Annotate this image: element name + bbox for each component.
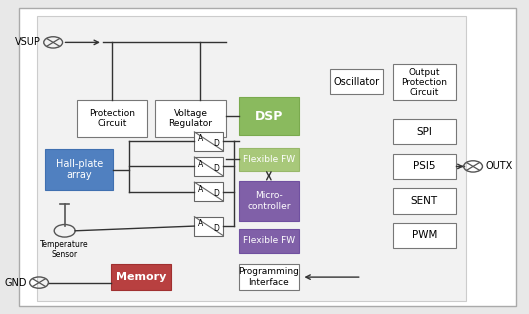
FancyBboxPatch shape	[239, 181, 299, 221]
FancyBboxPatch shape	[393, 223, 456, 248]
Text: D: D	[214, 189, 220, 198]
FancyBboxPatch shape	[194, 217, 223, 236]
FancyBboxPatch shape	[45, 149, 113, 190]
Text: D: D	[214, 164, 220, 173]
Text: SPI: SPI	[416, 127, 432, 137]
FancyBboxPatch shape	[239, 97, 299, 135]
FancyBboxPatch shape	[239, 148, 299, 171]
Text: Flexible FW: Flexible FW	[243, 155, 295, 164]
FancyBboxPatch shape	[330, 69, 382, 94]
FancyBboxPatch shape	[239, 264, 299, 290]
Text: Memory: Memory	[115, 272, 166, 282]
FancyBboxPatch shape	[77, 100, 147, 137]
Text: D: D	[214, 224, 220, 233]
FancyBboxPatch shape	[393, 188, 456, 214]
Text: Temperature
Sensor: Temperature Sensor	[40, 240, 89, 259]
FancyBboxPatch shape	[194, 132, 223, 151]
Text: Hall-plate
array: Hall-plate array	[56, 159, 103, 180]
FancyBboxPatch shape	[38, 16, 466, 301]
Text: A: A	[198, 219, 203, 228]
Text: GND: GND	[5, 278, 27, 288]
Text: PWM: PWM	[412, 230, 437, 241]
FancyBboxPatch shape	[393, 119, 456, 144]
Text: A: A	[198, 160, 203, 169]
Text: A: A	[198, 185, 203, 194]
Text: Micro-
controller: Micro- controller	[247, 191, 290, 211]
Text: OUTX: OUTX	[485, 161, 512, 171]
Text: Output
Protection
Circuit: Output Protection Circuit	[402, 68, 448, 97]
FancyBboxPatch shape	[393, 64, 456, 100]
Text: Voltage
Regulator: Voltage Regulator	[168, 109, 213, 128]
FancyBboxPatch shape	[194, 157, 223, 176]
Text: D: D	[214, 139, 220, 148]
FancyBboxPatch shape	[155, 100, 226, 137]
FancyBboxPatch shape	[239, 229, 299, 253]
Text: Protection
Circuit: Protection Circuit	[89, 109, 135, 128]
FancyBboxPatch shape	[111, 264, 171, 290]
Text: PSI5: PSI5	[413, 161, 436, 171]
Text: DSP: DSP	[254, 110, 283, 123]
Text: Flexible FW: Flexible FW	[243, 236, 295, 246]
FancyBboxPatch shape	[194, 182, 223, 201]
FancyBboxPatch shape	[19, 8, 516, 306]
Text: SENT: SENT	[411, 196, 438, 206]
FancyBboxPatch shape	[393, 154, 456, 179]
Text: VSUP: VSUP	[15, 37, 41, 47]
Text: Oscillator: Oscillator	[333, 77, 379, 87]
Text: Programming
Interface: Programming Interface	[239, 268, 299, 287]
Text: A: A	[198, 134, 203, 143]
